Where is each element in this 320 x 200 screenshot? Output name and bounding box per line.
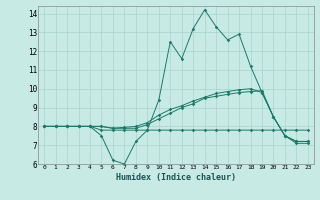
X-axis label: Humidex (Indice chaleur): Humidex (Indice chaleur) <box>116 173 236 182</box>
